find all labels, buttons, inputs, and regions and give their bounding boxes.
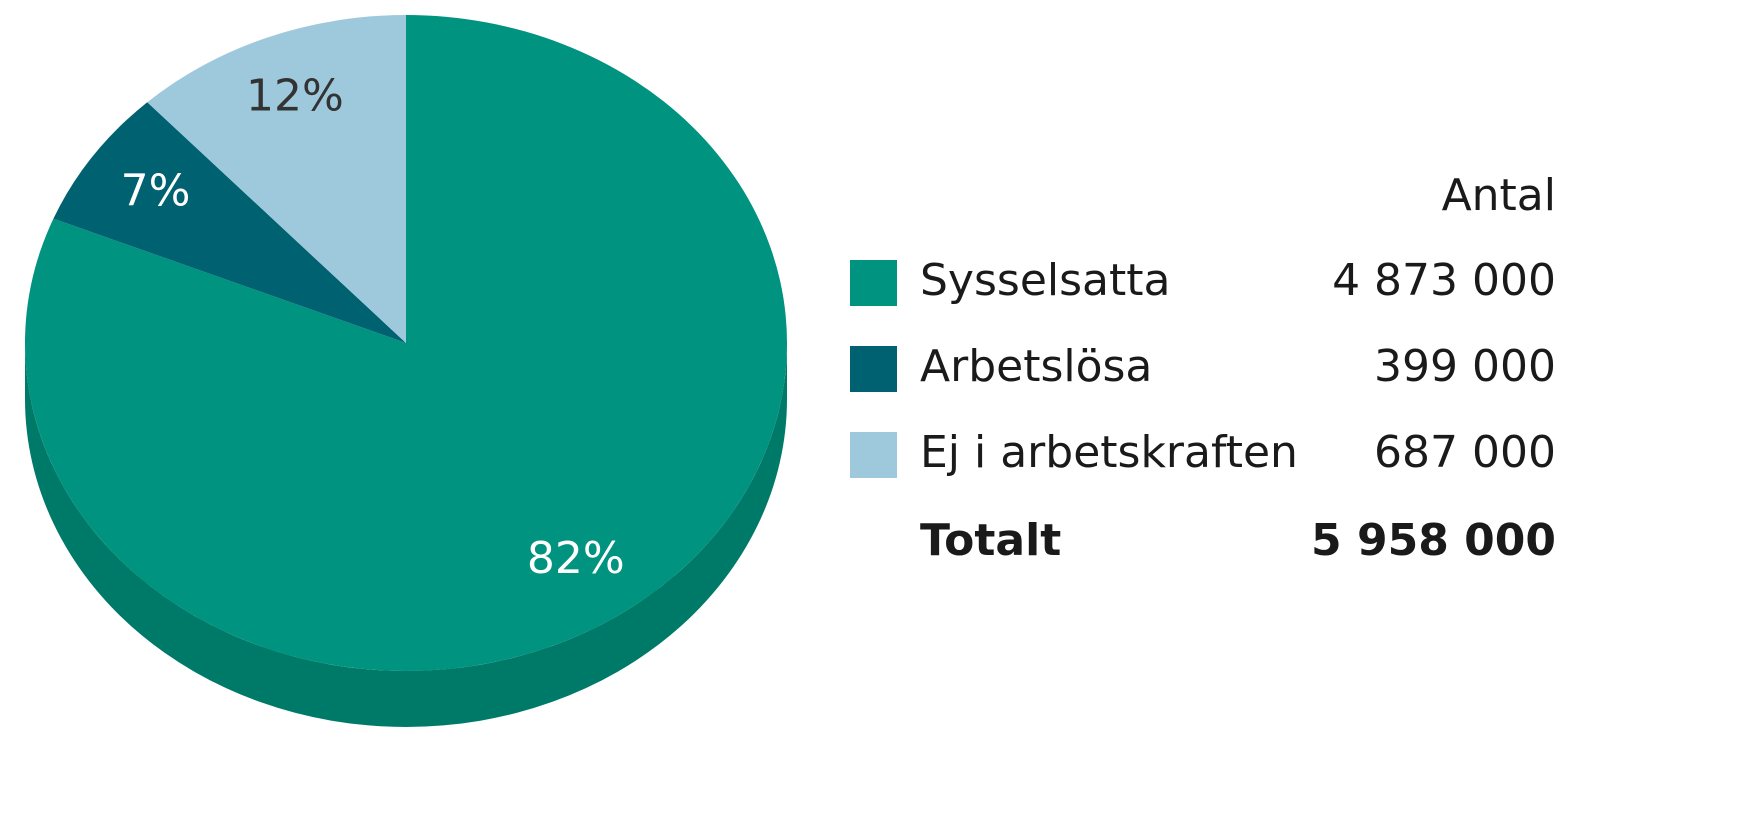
legend-count: 687 000	[1374, 427, 1556, 478]
legend-swatch	[850, 346, 897, 392]
legend-header: Antal	[1442, 170, 1556, 221]
total-value: 5 958 000	[1311, 515, 1556, 566]
pie-slice	[25, 15, 788, 672]
legend-label: Ej i arbetskraften	[920, 427, 1298, 478]
total-label: Totalt	[920, 515, 1061, 566]
legend-label: Sysselsatta	[920, 255, 1170, 306]
legend-swatch	[850, 260, 897, 306]
legend-count: 399 000	[1374, 341, 1556, 392]
slice-label: 7%	[121, 165, 191, 216]
legend-label: Arbetslösa	[920, 341, 1152, 392]
pie-side	[25, 343, 787, 727]
pie-slice	[53, 102, 407, 343]
legend-swatch	[850, 432, 897, 478]
legend-count: 4 873 000	[1332, 255, 1556, 306]
pie-slice	[147, 15, 406, 343]
slice-label: 82%	[527, 533, 625, 584]
slice-label: 12%	[246, 71, 344, 122]
